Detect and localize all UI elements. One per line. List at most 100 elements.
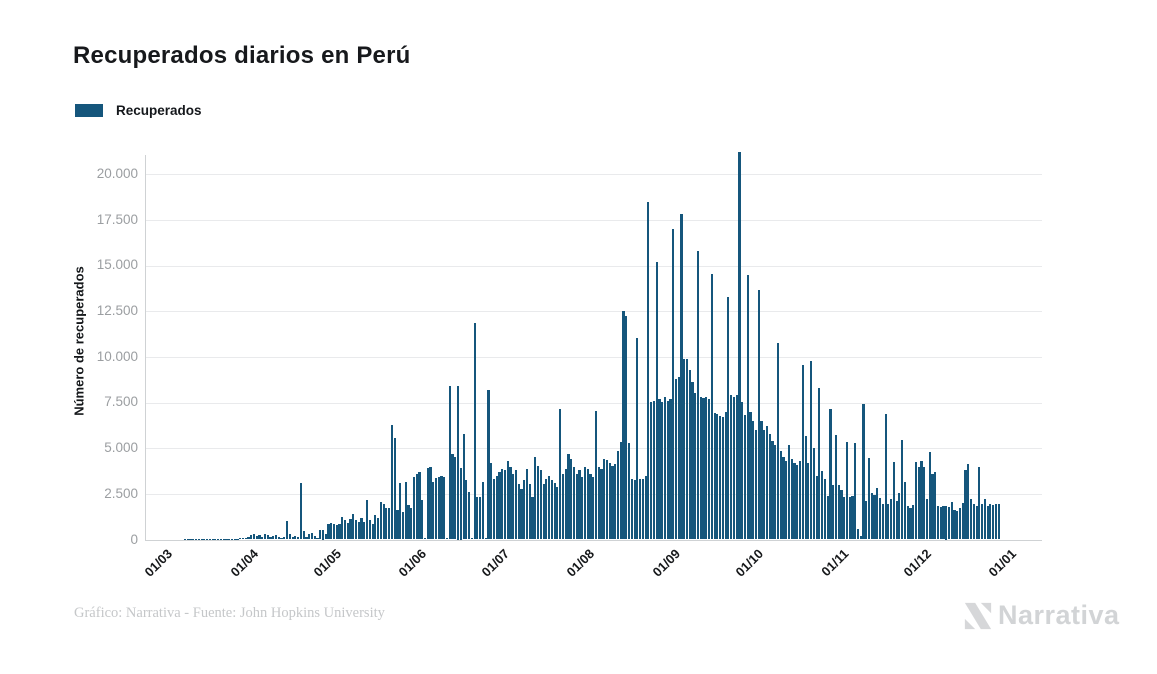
- bar: [895, 501, 898, 540]
- bar: [308, 533, 311, 540]
- bar: [763, 429, 766, 540]
- bar: [793, 462, 796, 540]
- bar: [730, 395, 733, 540]
- bar: [768, 433, 771, 540]
- bar: [363, 521, 366, 540]
- bar: [401, 511, 405, 540]
- bar: [454, 457, 457, 540]
- bar: [525, 468, 529, 540]
- bar: [727, 296, 730, 540]
- bar: [382, 503, 385, 540]
- bar: [462, 433, 465, 540]
- bar: [255, 536, 258, 540]
- credit-text: Gráfico: Narrativa - Fuente: John Hopkin…: [74, 605, 385, 621]
- bar: [335, 524, 338, 540]
- bar: [710, 274, 713, 540]
- bar: [628, 442, 631, 540]
- bar: [492, 478, 496, 540]
- bar: [379, 501, 382, 540]
- bar: [925, 499, 929, 540]
- bar: [214, 538, 217, 540]
- bar: [950, 501, 953, 540]
- bar: [183, 539, 187, 540]
- bar: [258, 535, 261, 540]
- y-axis-title: Número de recuperados: [71, 266, 87, 416]
- bar: [674, 378, 678, 540]
- bar: [936, 505, 940, 540]
- bar: [923, 467, 926, 540]
- bar: [473, 322, 476, 540]
- bar: [967, 463, 970, 540]
- bar: [261, 536, 264, 540]
- bar: [228, 538, 231, 540]
- bar: [834, 435, 838, 540]
- bar: [388, 508, 391, 540]
- bar: [206, 539, 209, 540]
- bar: [719, 416, 722, 540]
- x-tick-label: 01/06: [395, 546, 430, 580]
- bar: [832, 484, 835, 540]
- bar: [721, 417, 724, 540]
- bar: [272, 535, 275, 540]
- legend: Recuperados: [75, 103, 202, 118]
- bar: [236, 538, 239, 540]
- bar: [222, 538, 225, 540]
- bar: [630, 478, 633, 540]
- bar: [647, 201, 650, 540]
- gridline: [145, 311, 1042, 313]
- bar: [291, 536, 294, 540]
- bar: [986, 506, 989, 540]
- bar: [415, 473, 418, 540]
- bar: [644, 475, 647, 540]
- gridline: [145, 356, 1042, 358]
- bar: [448, 386, 451, 540]
- bar: [539, 470, 542, 540]
- bar: [211, 538, 214, 540]
- bar: [418, 471, 421, 540]
- bar: [862, 404, 865, 540]
- bar: [377, 518, 380, 540]
- x-axis-line: [145, 539, 1042, 541]
- bar: [512, 473, 515, 540]
- bar: [313, 535, 316, 540]
- bar: [906, 506, 909, 540]
- bar: [343, 520, 347, 540]
- bar: [994, 503, 997, 540]
- bar: [374, 515, 377, 540]
- bar: [898, 492, 901, 540]
- narrativa-logo: Narrativa: [963, 600, 1120, 631]
- bar: [738, 152, 741, 540]
- bar: [848, 496, 851, 540]
- gridline: [145, 265, 1042, 267]
- bar: [622, 311, 625, 540]
- gridline: [145, 174, 1042, 176]
- gridline: [145, 402, 1042, 404]
- x-tick-label: 01/10: [732, 546, 766, 580]
- y-tick-label: 17.500: [96, 211, 138, 227]
- bar: [909, 507, 912, 540]
- bar: [294, 535, 297, 540]
- bar: [597, 467, 600, 540]
- bar: [548, 475, 551, 540]
- bar: [451, 453, 454, 540]
- bar: [873, 495, 876, 540]
- bar: [945, 506, 948, 540]
- bar: [396, 510, 399, 540]
- bar: [807, 462, 810, 540]
- bar: [589, 473, 592, 540]
- bar: [947, 506, 951, 540]
- bar: [390, 425, 393, 540]
- bar: [305, 536, 308, 540]
- bar: [247, 536, 250, 540]
- y-tick-label: 12.500: [96, 303, 138, 319]
- y-tick-label: 15.000: [96, 257, 138, 273]
- bar: [514, 470, 518, 540]
- bar: [981, 503, 984, 540]
- bar: [901, 439, 904, 540]
- bar: [633, 480, 636, 540]
- bar: [321, 530, 325, 540]
- bar: [878, 497, 882, 540]
- x-tick-label: 01/01: [985, 546, 1020, 580]
- bar: [983, 498, 986, 540]
